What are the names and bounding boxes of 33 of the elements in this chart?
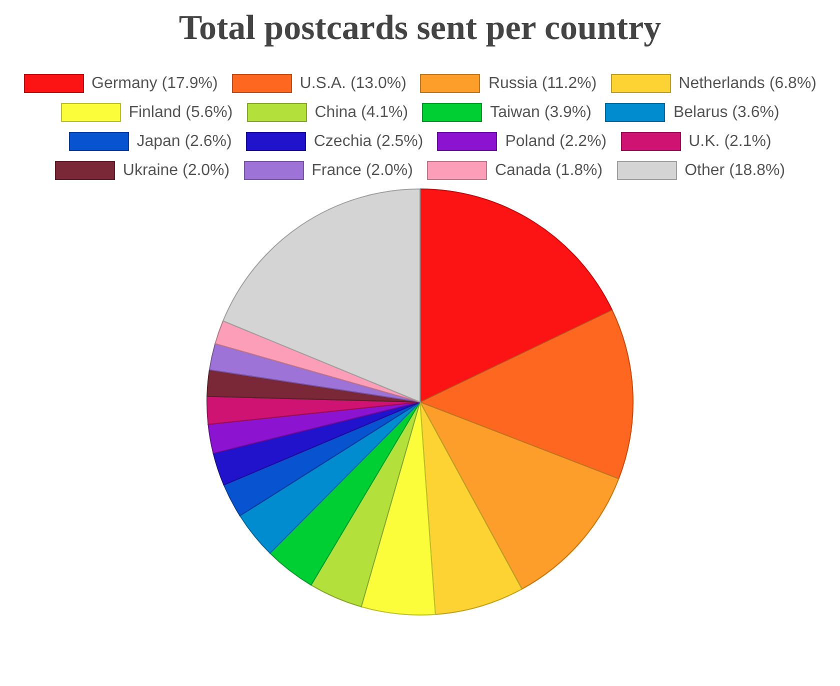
pie-slice bbox=[420, 402, 522, 615]
legend-label: China (4.1%) bbox=[314, 104, 408, 122]
pie-slice bbox=[269, 402, 420, 586]
chart-title: Total postcards sent per country bbox=[178, 8, 662, 48]
legend-label: U.S.A. (13.0%) bbox=[300, 74, 406, 92]
legend-label: Germany (17.9%) bbox=[92, 74, 218, 92]
legend-label: Canada (1.8%) bbox=[494, 162, 603, 180]
pie-slice bbox=[420, 188, 613, 402]
pie-slice bbox=[420, 309, 634, 480]
legend-label: Japan (2.6%) bbox=[136, 132, 232, 150]
legend-label: Russia (11.2%) bbox=[488, 74, 597, 92]
pie-slice bbox=[420, 402, 620, 590]
pie-slice bbox=[310, 402, 420, 608]
legend-label: Ukraine (2.0%) bbox=[122, 162, 230, 180]
pie-slice bbox=[239, 402, 420, 554]
pie-slice bbox=[206, 369, 420, 402]
pie-slice bbox=[208, 343, 420, 402]
legend-label: Other (18.8%) bbox=[684, 162, 786, 180]
legend-label: Taiwan (3.9%) bbox=[490, 104, 592, 122]
legend-label: U.K. (2.1%) bbox=[688, 132, 772, 150]
pie-slice bbox=[206, 396, 420, 425]
legend-label: Netherlands (6.8%) bbox=[678, 74, 816, 92]
legend-label: Czechia (2.5%) bbox=[314, 132, 424, 150]
legend-label: Belarus (3.6%) bbox=[673, 104, 780, 122]
pie-slice bbox=[212, 402, 420, 486]
legend-label: Poland (2.2%) bbox=[505, 132, 607, 150]
pie-slice bbox=[360, 402, 436, 616]
legend-label: France (2.0%) bbox=[312, 162, 413, 180]
pie-slice bbox=[223, 402, 420, 516]
pie-slice bbox=[208, 402, 420, 454]
pie-slice bbox=[214, 320, 420, 402]
legend-label: Finland (5.6%) bbox=[128, 104, 233, 122]
pie-slice bbox=[222, 188, 420, 402]
